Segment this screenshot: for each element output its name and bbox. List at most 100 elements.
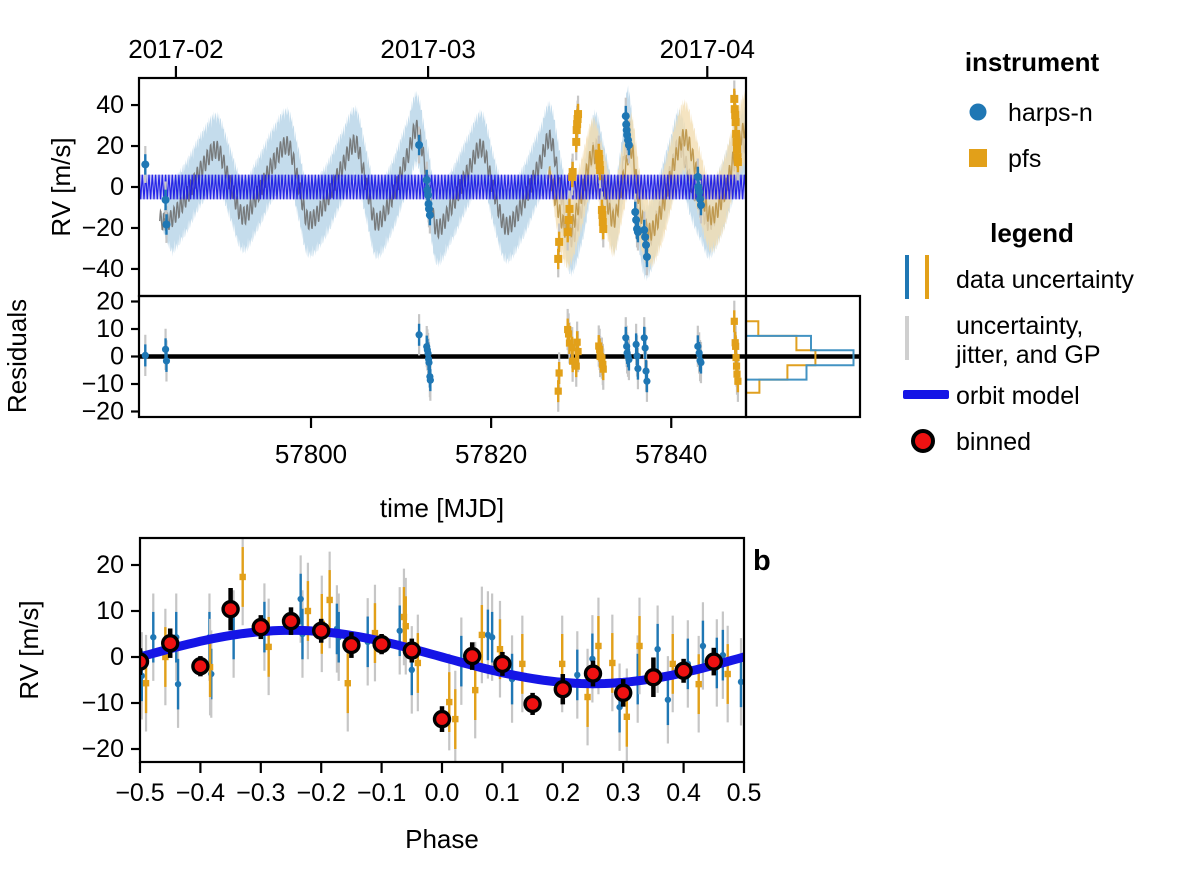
pfs-residual-point	[555, 369, 563, 377]
tick-label: 10	[96, 315, 124, 343]
pfs-residual-point	[569, 357, 577, 365]
pfs-phase-point	[478, 631, 486, 639]
harps-point	[642, 252, 651, 261]
pfs-phase-point	[162, 653, 169, 661]
tick-label: 0.0	[425, 779, 460, 807]
tick-label: 57820	[455, 439, 527, 469]
pfs-phase-point	[669, 660, 676, 668]
jitter-errorbar-icon	[905, 316, 909, 360]
harps-phase-point	[174, 680, 182, 688]
harps-point	[624, 140, 633, 149]
harps-residual-point	[162, 357, 171, 365]
pfs-gp-band	[547, 89, 746, 272]
pfs-residual-point	[732, 342, 740, 350]
tick-label: 0.1	[485, 779, 520, 807]
tick-label: −0.5	[115, 779, 164, 807]
tick-label: 2017-03	[380, 34, 475, 64]
tick-label: 57840	[635, 439, 707, 469]
legend: instrument harps-n pfs legend data uncer…	[903, 47, 1134, 456]
tick-label: 0.5	[727, 779, 762, 807]
pfs-residual-point	[565, 339, 574, 347]
harps-phase-point	[488, 634, 496, 641]
tick-label: 20	[96, 132, 124, 160]
pfs-point	[564, 215, 573, 224]
binned-point	[523, 694, 542, 714]
harps-point	[162, 220, 171, 229]
harps-residual-point	[425, 358, 433, 367]
harps-point	[141, 160, 150, 169]
harps-phase-point	[150, 634, 157, 641]
timeseries-panel-marks	[139, 80, 746, 282]
harps-residual-point	[641, 344, 649, 352]
pfs-phase-point	[452, 715, 459, 723]
tick-label: −20	[82, 735, 124, 763]
harps-point	[633, 228, 642, 237]
harps-residual-point	[625, 355, 633, 364]
tick-label: 0	[110, 343, 124, 371]
tick-label: −10	[82, 370, 124, 398]
pfs-phase-point	[206, 663, 214, 671]
harps-residual-point	[634, 365, 642, 373]
binned-point	[463, 646, 482, 666]
pfs-residual-point	[568, 344, 576, 352]
pfs-phase-point	[239, 573, 246, 581]
tick-label: 20	[96, 288, 124, 316]
binned-point	[160, 634, 180, 653]
pfs-phase-point	[304, 607, 312, 615]
harps-point	[425, 211, 434, 220]
harps-phase-point	[297, 595, 304, 603]
orbit-model-line-icon	[903, 390, 949, 399]
binned-point	[432, 709, 452, 729]
harps-point	[161, 195, 170, 204]
pfs-residual-point	[572, 362, 580, 370]
timeseries-ylabel: RV [m/s]	[46, 137, 76, 236]
pfs-phase-point	[400, 613, 408, 621]
harps-point	[696, 201, 705, 210]
residuals-ylabel: Residuals	[2, 299, 32, 413]
pfs-phase-point	[402, 622, 409, 630]
tick-label: 0.4	[666, 779, 701, 807]
tick-label: 0.3	[606, 779, 641, 807]
pfs-phase-point	[519, 660, 526, 668]
tick-label: 0	[110, 643, 124, 671]
pfs-point	[555, 237, 564, 246]
pfs-residual-point	[730, 317, 738, 325]
binned-point	[372, 634, 391, 654]
harps-phase-point	[574, 671, 581, 679]
tick-label: 2017-04	[660, 34, 755, 64]
tick-label: 10	[96, 597, 124, 625]
pfs-point	[599, 225, 608, 234]
binned-point	[614, 683, 633, 703]
pfs-phase-point	[558, 660, 566, 668]
binned-point	[221, 599, 240, 619]
tick-label: −0.1	[357, 779, 406, 807]
tick-label: −0.4	[176, 779, 225, 807]
pfs-residual-point	[574, 347, 582, 356]
binned-point	[704, 652, 723, 671]
tick-label: 20	[96, 551, 124, 579]
tick-label: −40	[82, 255, 124, 283]
data-uncertainty-label: data uncertainty	[956, 266, 1134, 294]
harps-point	[415, 140, 424, 149]
blue-errorbar-icon	[905, 255, 909, 299]
binned-point	[402, 641, 421, 660]
harps-residual-point	[141, 351, 149, 359]
time-xlabel: time [MJD]	[380, 493, 504, 523]
pfs-phase-point	[344, 680, 351, 687]
axis-ticks: 2017-02 2017-03 2017-0440200−20−4020100−10…	[82, 34, 762, 807]
pfs-gp-mean-line	[547, 120, 746, 242]
tick-label: −0.3	[236, 779, 285, 807]
harps-phase-point	[654, 645, 661, 653]
harps-n-label: harps-n	[1008, 99, 1093, 127]
phase-ylabel: RV [m/s]	[14, 600, 44, 699]
harps-phase-point	[408, 666, 415, 674]
pfs-phase-point	[414, 659, 422, 667]
binned-marker-icon	[911, 429, 935, 453]
pfs-point	[731, 118, 740, 127]
binned-point	[191, 657, 210, 676]
pfs-point	[596, 165, 605, 174]
pfs-residual-histogram	[746, 320, 817, 394]
binned-point	[553, 680, 572, 699]
